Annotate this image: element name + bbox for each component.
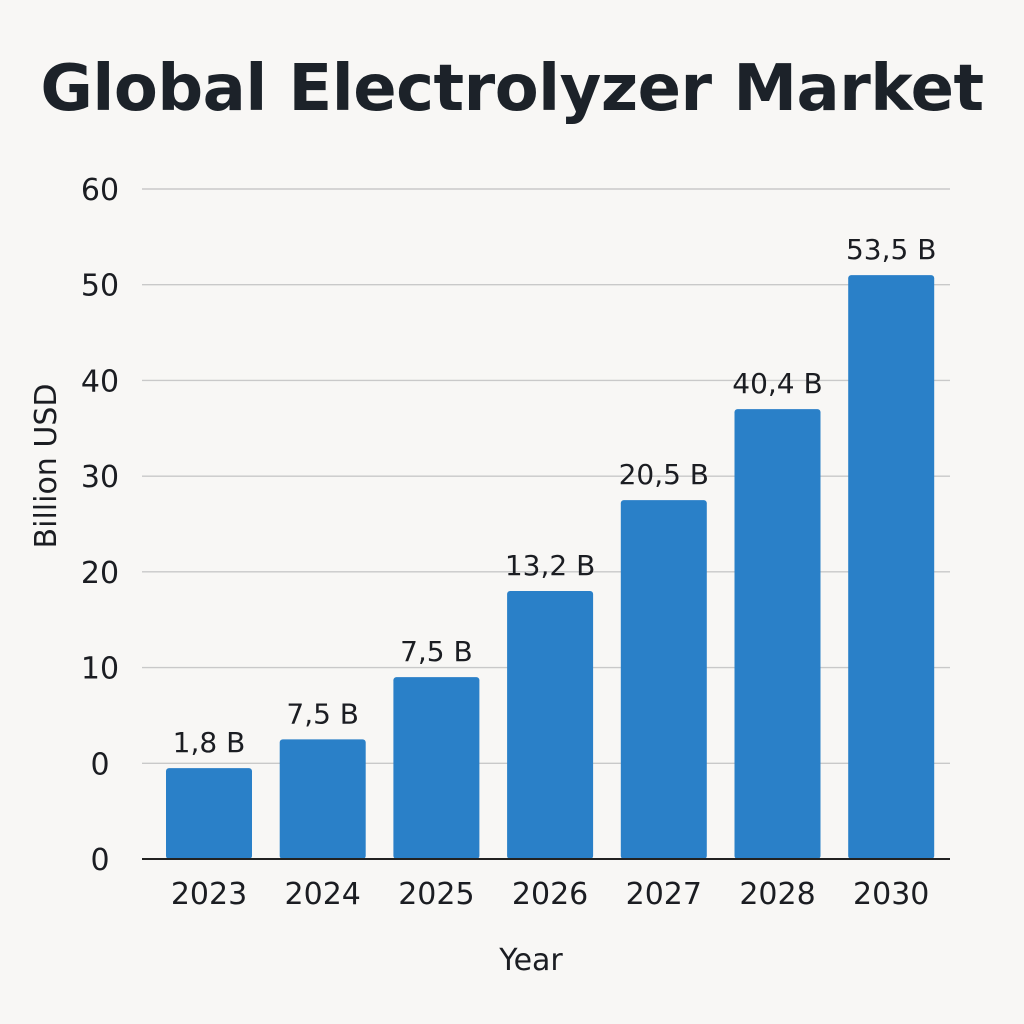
bar-2024 bbox=[279, 739, 366, 859]
y-tick-label: 60 bbox=[81, 173, 119, 208]
data-labels: 1,8 B 7,5 B 7,5 B 13,2 B 20,5 B 40,4 B 53,5 B bbox=[173, 233, 937, 759]
y-tick-label: 30 bbox=[81, 460, 119, 495]
bar-2028 bbox=[734, 409, 821, 859]
x-axis-ticks: 2023 2024 2025 2026 2027 2028 2030 bbox=[171, 877, 930, 912]
x-tick-label-2028: 2028 bbox=[739, 877, 815, 912]
y-tick-label: 0 bbox=[90, 843, 109, 878]
x-tick-label-2023: 2023 bbox=[171, 877, 247, 912]
y-axis-ticks: 0 0 10 20 30 40 50 60 bbox=[81, 173, 119, 878]
data-label-2025: 7,5 B bbox=[400, 635, 473, 668]
y-tick-label: 20 bbox=[81, 556, 119, 591]
x-axis-title: Year bbox=[498, 943, 563, 978]
bar-2025 bbox=[393, 677, 480, 859]
x-tick-label-2027: 2027 bbox=[626, 877, 702, 912]
x-tick-label-2026: 2026 bbox=[512, 877, 588, 912]
bar-2030 bbox=[848, 275, 935, 860]
x-tick-label-2030: 2030 bbox=[853, 877, 929, 912]
bars bbox=[166, 275, 935, 860]
data-label-2030: 53,5 B bbox=[846, 233, 936, 266]
x-tick-label-2025: 2025 bbox=[398, 877, 474, 912]
data-label-2023: 1,8 B bbox=[173, 726, 246, 759]
bar-2026 bbox=[507, 591, 594, 859]
bar-2023 bbox=[166, 768, 252, 859]
y-tick-label: 0 bbox=[90, 747, 109, 782]
data-label-2024: 7,5 B bbox=[286, 697, 359, 730]
chart-title: Global Electrolyzer Market bbox=[40, 52, 984, 126]
bar-2027 bbox=[620, 500, 707, 859]
y-axis-title: Billion USD bbox=[29, 384, 64, 549]
data-label-2026: 13,2 B bbox=[505, 549, 595, 582]
y-tick-label: 10 bbox=[81, 652, 119, 687]
y-tick-label: 50 bbox=[81, 269, 119, 304]
x-tick-label-2024: 2024 bbox=[285, 877, 361, 912]
data-label-2027: 20,5 B bbox=[619, 458, 709, 491]
y-tick-label: 40 bbox=[81, 364, 119, 399]
data-label-2028: 40,4 B bbox=[732, 367, 822, 400]
